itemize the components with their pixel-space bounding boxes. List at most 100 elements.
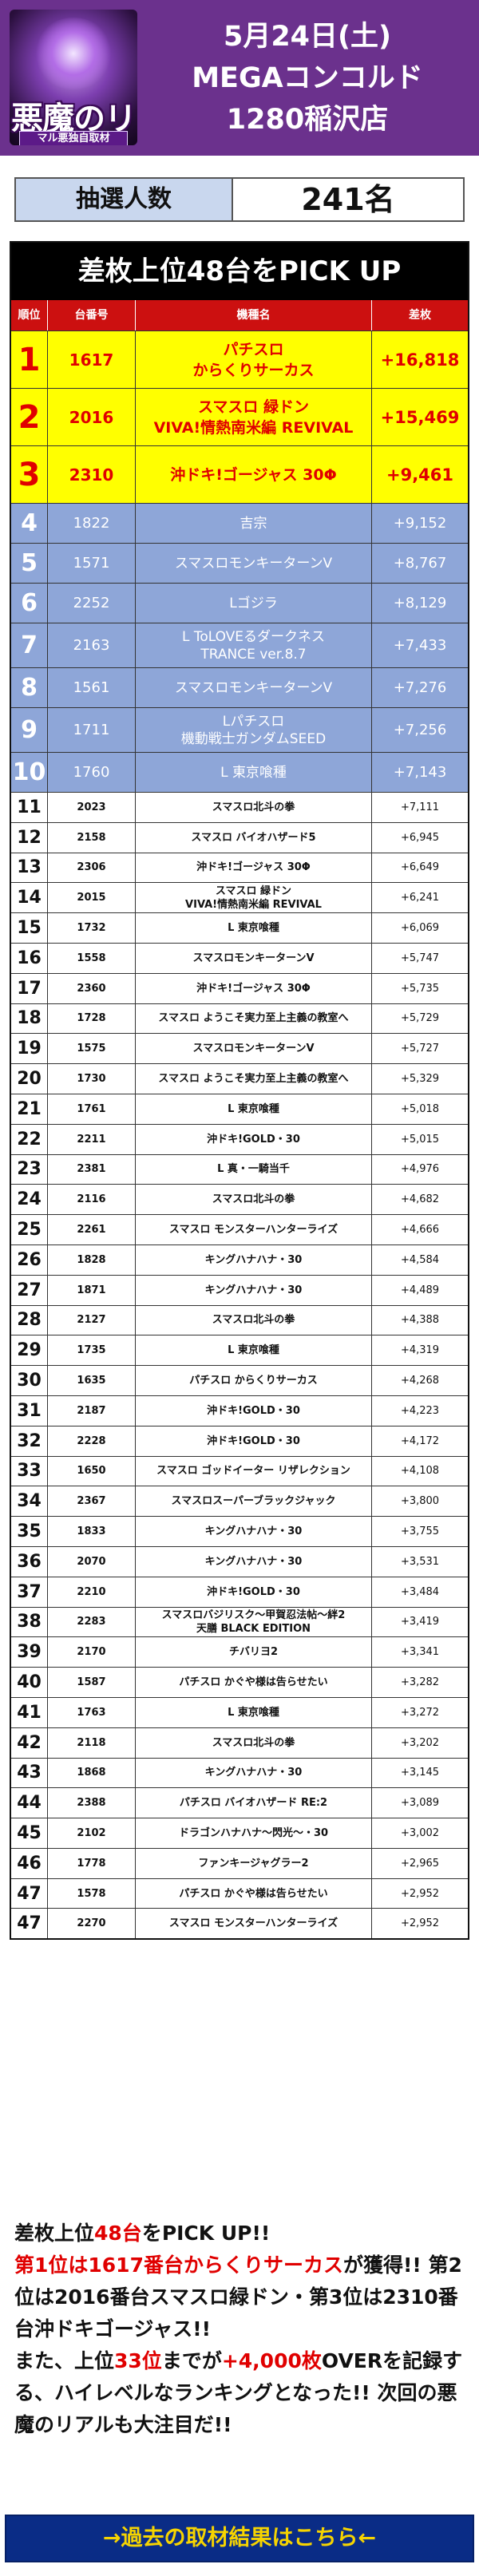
diff-cell: +6,241 xyxy=(400,892,440,904)
rank-cell: 14 xyxy=(11,883,48,913)
diff-cell: +4,388 xyxy=(400,1314,440,1327)
table-row: 11 2023 スマスロ北斗の拳 +7,111 xyxy=(11,792,468,822)
machine-number-cell: 2306 xyxy=(48,853,136,883)
table-row: 40 1587 パチスロ かぐや様は告らせたい +3,282 xyxy=(11,1667,468,1697)
diff-cell: +3,484 xyxy=(400,1585,440,1598)
table-row: 20 1730 スマスロ ようこそ実力至上主義の教室へ +5,329 xyxy=(11,1063,468,1094)
table-row: 22 2211 沖ドキ!GOLD・30 +5,015 xyxy=(11,1123,468,1154)
machine-number-cell: 2118 xyxy=(48,1727,136,1758)
store-branch: 1280稲沢店 xyxy=(226,104,389,136)
summary-part: までが xyxy=(161,2349,222,2372)
rank-cell: 2 xyxy=(11,389,48,445)
machine-number-cell: 1558 xyxy=(48,943,136,973)
machine-number-cell: 1575 xyxy=(48,1034,136,1064)
logo-subtitle: マル悪独自取材 xyxy=(19,131,128,145)
rank-cell: 17 xyxy=(11,973,48,1003)
machine-number-cell: 1730 xyxy=(48,1064,136,1094)
diff-cell: +7,256 xyxy=(393,722,447,738)
rank-cell: 45 xyxy=(11,1818,48,1848)
rank-cell: 47 xyxy=(11,1878,48,1909)
summary-part: また、上位 xyxy=(14,2349,115,2372)
table-row: 9 1711 Lパチスロ 機動戦士ガンダムSEED +7,256 xyxy=(11,707,468,752)
machine-number-cell: 2381 xyxy=(48,1154,136,1185)
machine-name-cell: 沖ドキ!GOLD・30 xyxy=(136,1577,372,1607)
table-row: 38 2283 スマスロバジリスク〜甲賀忍法帖〜絆2 天膳 BLACK EDITIO… xyxy=(11,1606,468,1637)
past-results-link[interactable]: →過去の取材結果はこちら← xyxy=(5,2515,474,2562)
machine-name-cell: スマスロ モンスターハンターライズ xyxy=(136,1215,372,1244)
machine-name-cell: スマスロ バイオハザード5 xyxy=(136,822,372,853)
table-row: 5 1571 スマスロモンキーターンV +8,767 xyxy=(11,543,468,583)
diff-cell: +4,223 xyxy=(400,1404,440,1417)
summary-highlight: +4,000枚 xyxy=(221,2349,322,2372)
lottery-count-box: 抽選人数 241名 xyxy=(14,177,465,222)
machine-number-cell: 2367 xyxy=(48,1486,136,1517)
machine-name-cell: スマスロモンキーターンV xyxy=(136,668,372,707)
machine-name-cell: スマスロ北斗の拳 xyxy=(136,793,372,822)
diff-cell: +15,469 xyxy=(380,407,460,427)
machine-name-cell: スマスロ北斗の拳 xyxy=(136,1727,372,1758)
machine-name-cell: スマスロ北斗の拳 xyxy=(136,1185,372,1215)
machine-number-cell: 1828 xyxy=(48,1244,136,1275)
machine-number-cell: 2116 xyxy=(48,1185,136,1215)
machine-number-cell: 2210 xyxy=(48,1577,136,1607)
rank-cell: 10 xyxy=(11,753,48,792)
diff-cell: +4,976 xyxy=(400,1163,440,1176)
store-name: MEGAコンコルド xyxy=(192,62,423,94)
table-row: 4 1822 吉宗 +9,152 xyxy=(11,503,468,543)
machine-number-cell: 2388 xyxy=(48,1788,136,1818)
rank-cell: 42 xyxy=(11,1727,48,1758)
machine-name-cell: スマスロ ようこそ実力至上主義の教室へ xyxy=(136,1003,372,1034)
table-row: 25 2261 スマスロ モンスターハンターライズ +4,666 xyxy=(11,1214,468,1244)
diff-cell: +2,965 xyxy=(400,1857,440,1870)
table-row: 44 2388 パチスロ バイオハザード RE:2 +3,089 xyxy=(11,1787,468,1818)
rank-cell: 3 xyxy=(11,446,48,503)
machine-name-cell: 吉宗 xyxy=(136,504,372,543)
machine-name-cell: 沖ドキ!GOLD・30 xyxy=(136,1124,372,1154)
table-row: 39 2170 チバリヨ2 +3,341 xyxy=(11,1636,468,1668)
table-row: 7 2163 L ToLOVEるダークネス TRANCE ver.8.7 +7,433 xyxy=(11,623,468,667)
rank-cell: 12 xyxy=(11,822,48,853)
machine-number-cell: 1711 xyxy=(48,708,136,752)
machine-number-cell: 1735 xyxy=(48,1335,136,1366)
diff-cell: +3,419 xyxy=(400,1616,440,1628)
machine-name-cell: ファンキージャグラー2 xyxy=(136,1848,372,1878)
table-row: 33 1650 スマスロ ゴッドイーター リザレクション +4,108 xyxy=(11,1455,468,1486)
machine-name-cell: L 東京喰種 xyxy=(136,1094,372,1124)
machine-number-cell: 1650 xyxy=(48,1456,136,1486)
diff-cell: +4,682 xyxy=(400,1193,440,1206)
rank-cell: 41 xyxy=(11,1697,48,1727)
diff-cell: +16,818 xyxy=(380,350,460,370)
rank-cell: 39 xyxy=(11,1637,48,1668)
diff-cell: +3,341 xyxy=(400,1646,440,1659)
rank-cell: 18 xyxy=(11,1003,48,1034)
machine-number-cell: 1868 xyxy=(48,1758,136,1788)
rank-cell: 15 xyxy=(11,913,48,943)
rank-cell: 46 xyxy=(11,1848,48,1878)
rank-cell: 11 xyxy=(11,793,48,822)
machine-name-cell: キングハナハナ・30 xyxy=(136,1244,372,1275)
diff-cell: +4,584 xyxy=(400,1253,440,1266)
summary-part: OVERを記録する、ハイレベルなランキングとなった!! 次回の悪魔のリアルも大注… xyxy=(14,2349,463,2436)
rank-cell: 28 xyxy=(11,1305,48,1335)
table-row: 36 2070 キングハナハナ・30 +3,531 xyxy=(11,1545,468,1577)
machine-name-cell: キングハナハナ・30 xyxy=(136,1517,372,1546)
machine-number-cell: 1578 xyxy=(48,1878,136,1909)
machine-number-cell: 2270 xyxy=(48,1909,136,1939)
rank-cell: 4 xyxy=(11,504,48,543)
rank-cell: 21 xyxy=(11,1094,48,1124)
machine-name-cell: パチスロ かぐや様は告らせたい xyxy=(136,1668,372,1697)
diff-cell: +3,272 xyxy=(400,1706,440,1719)
table-row: 45 2102 ドラゴンハナハナ〜閃光〜・30 +3,002 xyxy=(11,1818,468,1848)
machine-name-cell: スマスロ北斗の拳 xyxy=(136,1305,372,1335)
rank-cell: 44 xyxy=(11,1788,48,1818)
diff-cell: +6,945 xyxy=(400,831,440,844)
rank-cell: 40 xyxy=(11,1668,48,1697)
table-row: 43 1868 キングハナハナ・30 +3,145 xyxy=(11,1757,468,1788)
machine-number-cell: 2283 xyxy=(48,1607,136,1637)
machine-name-cell: チバリヨ2 xyxy=(136,1637,372,1668)
machine-number-cell: 2310 xyxy=(48,446,136,503)
ranking-rows: 1 1617 パチスロ からくりサーカス +16,818 2 2016 スマスロ 緑ドン V… xyxy=(11,330,468,1939)
table-row: 10 1760 L 東京喰種 +7,143 xyxy=(11,752,468,792)
diff-cell: +2,952 xyxy=(400,1887,440,1900)
header-number: 台番号 xyxy=(48,300,136,330)
